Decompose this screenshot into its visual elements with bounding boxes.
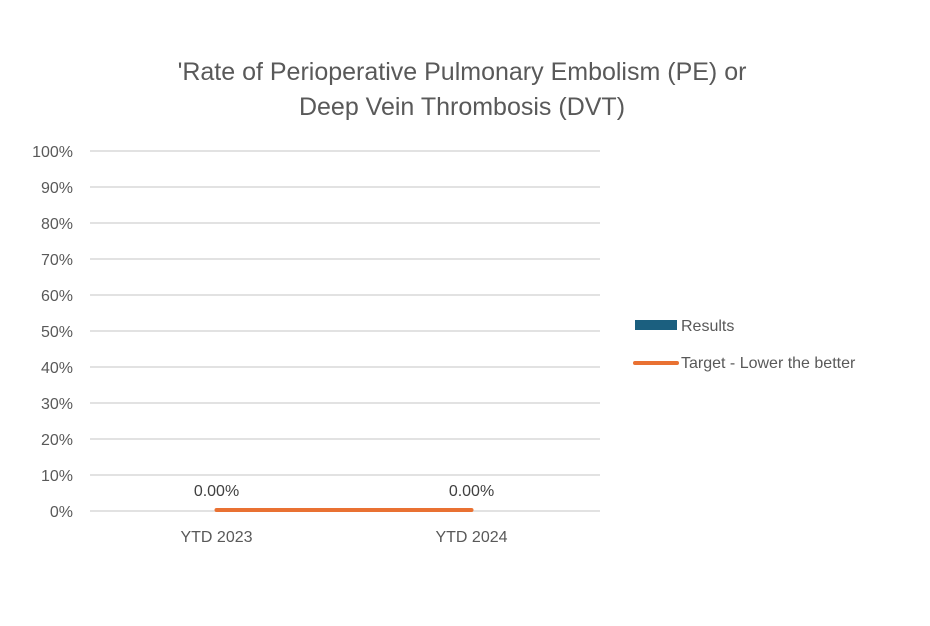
data-labels: 0.00% 0.00%: [194, 483, 494, 500]
x-tick-label: YTD 2023: [180, 529, 252, 546]
y-tick-label: 60%: [41, 288, 73, 305]
data-label: 0.00%: [449, 483, 494, 500]
y-tick-label: 40%: [41, 360, 73, 377]
y-tick-label: 90%: [41, 180, 73, 197]
y-tick-label: 80%: [41, 216, 73, 233]
y-tick-label: 50%: [41, 324, 73, 341]
y-tick-label: 10%: [41, 468, 73, 485]
legend-label-results: Results: [681, 318, 734, 335]
legend: Results Target - Lower the better: [633, 318, 856, 372]
legend-label-target: Target - Lower the better: [681, 355, 856, 372]
x-tick-label: YTD 2024: [435, 529, 507, 546]
x-axis-ticks: YTD 2023 YTD 2024: [180, 529, 507, 546]
data-label: 0.00%: [194, 483, 239, 500]
gridlines: [90, 150, 600, 512]
y-tick-label: 30%: [41, 396, 73, 413]
y-tick-label: 0%: [50, 504, 73, 521]
chart-title-line-2: Deep Vein Thrombosis (DVT): [299, 93, 625, 121]
y-tick-label: 100%: [32, 144, 73, 161]
legend-swatch-results: [635, 320, 677, 330]
y-tick-label: 70%: [41, 252, 73, 269]
y-tick-label: 20%: [41, 432, 73, 449]
chart-title-line-1: 'Rate of Perioperative Pulmonary Embolis…: [178, 58, 747, 86]
y-axis-ticks: 0% 10% 20% 30% 40% 50% 60% 70% 80% 90% 100%: [32, 144, 73, 521]
